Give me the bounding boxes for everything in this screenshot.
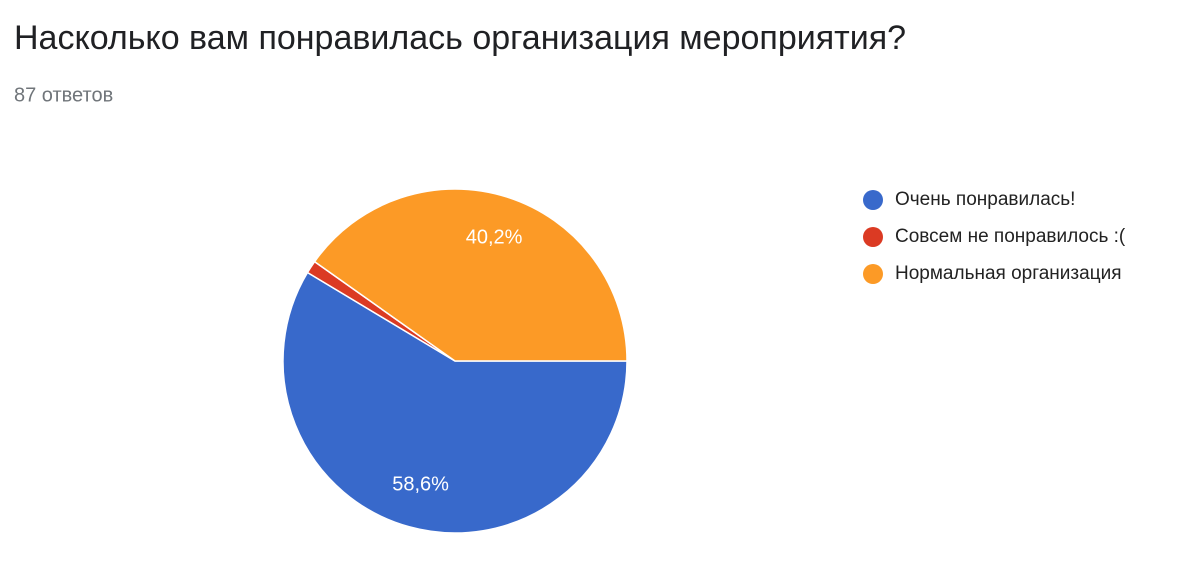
data-label: 40,2% bbox=[466, 226, 523, 248]
legend-label: Совсем не понравилось :( bbox=[895, 226, 1126, 247]
legend-marker bbox=[863, 264, 883, 284]
legend-marker bbox=[863, 227, 883, 247]
chart-title: Насколько вам понравилась организация ме… bbox=[14, 19, 906, 57]
legend-marker bbox=[863, 190, 883, 210]
pie-slice bbox=[313, 188, 628, 362]
pie-slice bbox=[282, 271, 628, 534]
data-label: 58,6% bbox=[392, 474, 449, 496]
legend-label: Очень понравилась! bbox=[895, 189, 1075, 210]
chart-subtitle: 87 ответов bbox=[14, 84, 113, 106]
legend-label: Нормальная организация bbox=[895, 263, 1121, 284]
